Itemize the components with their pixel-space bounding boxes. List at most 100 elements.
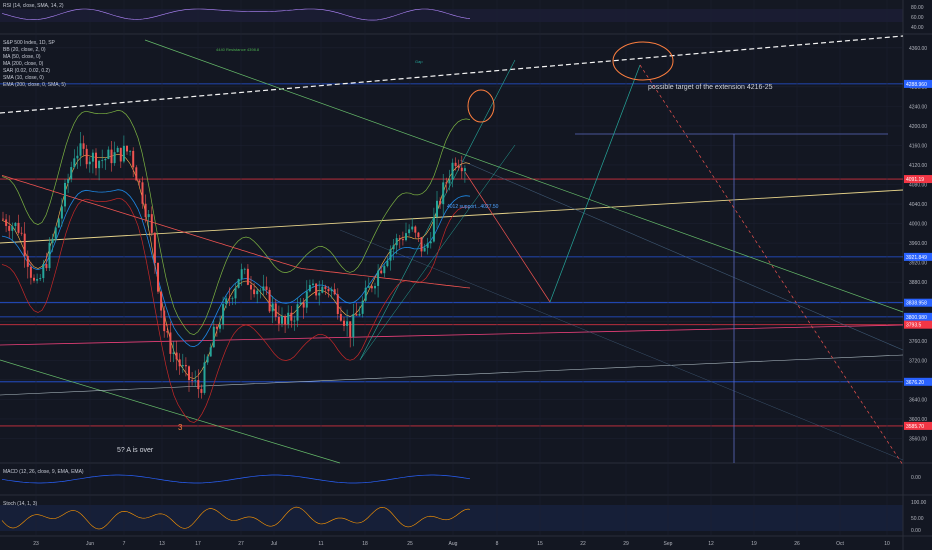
time-tick-label: Oct bbox=[836, 541, 844, 547]
candle-body bbox=[398, 238, 401, 240]
time-tick-label: 26 bbox=[794, 541, 800, 547]
candle-body bbox=[138, 180, 141, 183]
candle-body bbox=[274, 303, 277, 317]
price-label-text: 4091.19 bbox=[906, 177, 924, 183]
candle-body bbox=[256, 290, 259, 295]
candle-body bbox=[463, 168, 466, 172]
candle-body bbox=[48, 242, 51, 269]
blue-channel-line-2 bbox=[339, 229, 904, 461]
candle-body bbox=[160, 291, 163, 311]
resistance-label: 4440 Resistance 4398.8 bbox=[216, 47, 260, 52]
candle-body bbox=[73, 158, 76, 168]
candle-body bbox=[228, 298, 231, 300]
candle-body bbox=[383, 266, 386, 274]
price-tick-label: 4000.00 bbox=[909, 222, 927, 228]
candle-body bbox=[20, 232, 23, 234]
candle-body bbox=[445, 182, 448, 184]
price-tick-label: 4080.00 bbox=[909, 183, 927, 189]
sma10-line bbox=[1, 153, 471, 379]
time-tick-label: 10 bbox=[884, 541, 890, 547]
time-tick-label: Sep bbox=[664, 541, 673, 547]
time-tick-label: 15 bbox=[537, 541, 543, 547]
candle-body bbox=[110, 149, 113, 164]
candle-body bbox=[191, 380, 194, 381]
bollinger-lower-line bbox=[1, 197, 471, 423]
candle-body bbox=[57, 218, 60, 228]
candle-body bbox=[91, 152, 94, 162]
candlestick-series bbox=[2, 132, 466, 399]
candle-body bbox=[367, 286, 370, 288]
main-legend: S&P 500 Index, 1D, SP BB (20, close, 2, … bbox=[3, 40, 66, 89]
candle-body bbox=[132, 150, 135, 168]
sub-indicators: 80.00 60.00 40.00 0.00 100.00 50.00 0.00 bbox=[1, 5, 927, 534]
candle-body bbox=[150, 214, 153, 233]
candle-body bbox=[293, 320, 296, 322]
candle-body bbox=[389, 249, 392, 261]
candle-body bbox=[411, 226, 414, 230]
rsi-tick-label: 80.00 bbox=[911, 5, 924, 11]
red-dotted-projection bbox=[639, 64, 904, 466]
candle-body bbox=[79, 143, 82, 156]
ma50-line bbox=[1, 189, 471, 348]
price-tick-label: 3720.00 bbox=[909, 358, 927, 364]
indicator-bb: BB (20, close, 2, 0) bbox=[3, 47, 46, 53]
candle-body bbox=[339, 313, 342, 321]
candle-body bbox=[423, 247, 426, 252]
price-tick-label: 4360.00 bbox=[909, 46, 927, 52]
candle-body bbox=[243, 268, 246, 270]
price-label-badge bbox=[904, 320, 932, 329]
indicator-ema200: EMA (200, close, 0, SMA, 5) bbox=[3, 82, 66, 88]
candle-body bbox=[206, 356, 209, 363]
candle-body bbox=[324, 286, 327, 289]
rsi-title: RSI (14, close, SMA, 14, 2) bbox=[3, 3, 64, 9]
candle-body bbox=[54, 227, 57, 239]
candle-body bbox=[157, 263, 159, 292]
candle-body bbox=[153, 232, 156, 264]
target-annotation: possible target of the extension 4216-25 bbox=[648, 84, 773, 91]
candle-body bbox=[88, 161, 91, 165]
price-tick-label: 4040.00 bbox=[909, 202, 927, 208]
candle-body bbox=[197, 380, 200, 390]
candle-body bbox=[107, 149, 110, 159]
stoch-line bbox=[1, 506, 471, 530]
candle-body bbox=[305, 291, 308, 308]
candle-body bbox=[405, 233, 407, 241]
price-tick-label: 3920.00 bbox=[909, 261, 927, 267]
stoch-tick-label: 50.00 bbox=[911, 516, 924, 522]
wave-5-label: 5? A is over bbox=[117, 447, 154, 454]
candle-body bbox=[113, 152, 116, 164]
candle-body bbox=[219, 324, 221, 329]
candle-body bbox=[181, 365, 184, 367]
candle-body bbox=[36, 279, 39, 281]
candle-body bbox=[321, 286, 324, 293]
candle-body bbox=[42, 264, 45, 279]
wave-3-label: 3 bbox=[178, 423, 183, 432]
candle-body bbox=[101, 160, 104, 162]
candle-body bbox=[333, 289, 336, 295]
candle-body bbox=[281, 316, 283, 324]
candle-body bbox=[129, 150, 132, 152]
resistance-dashed-trendline bbox=[0, 35, 904, 114]
price-label-badge bbox=[904, 377, 932, 386]
time-tick-label: 17 bbox=[195, 541, 201, 547]
candle-body bbox=[234, 287, 237, 299]
price-tick-label: 3880.00 bbox=[909, 280, 927, 286]
price-tick-label: 3640.00 bbox=[909, 397, 927, 403]
macd-title: MACD (12, 26, close, 9, EMA, EMA) bbox=[3, 469, 84, 475]
candle-body bbox=[2, 218, 4, 220]
time-tick-label: 25 bbox=[407, 541, 413, 547]
candle-body bbox=[439, 200, 442, 205]
time-axis: 23 Jun 7 13 17 27 Jul 11 18 25 Aug 8 15 22 29 Sep 12 19 26… bbox=[33, 541, 890, 547]
stoch-tick-label: 0.00 bbox=[911, 528, 921, 534]
candle-body bbox=[395, 238, 398, 246]
price-tick-label: 3600.00 bbox=[909, 417, 927, 423]
candle-body bbox=[188, 366, 190, 381]
price-label-text: 3676.20 bbox=[906, 380, 924, 386]
candle-body bbox=[250, 284, 252, 290]
candle-body bbox=[225, 298, 228, 305]
time-tick-label: Aug bbox=[449, 541, 458, 547]
time-tick-label: 7 bbox=[123, 541, 126, 547]
candle-body bbox=[277, 316, 280, 324]
candle-body bbox=[380, 270, 383, 274]
